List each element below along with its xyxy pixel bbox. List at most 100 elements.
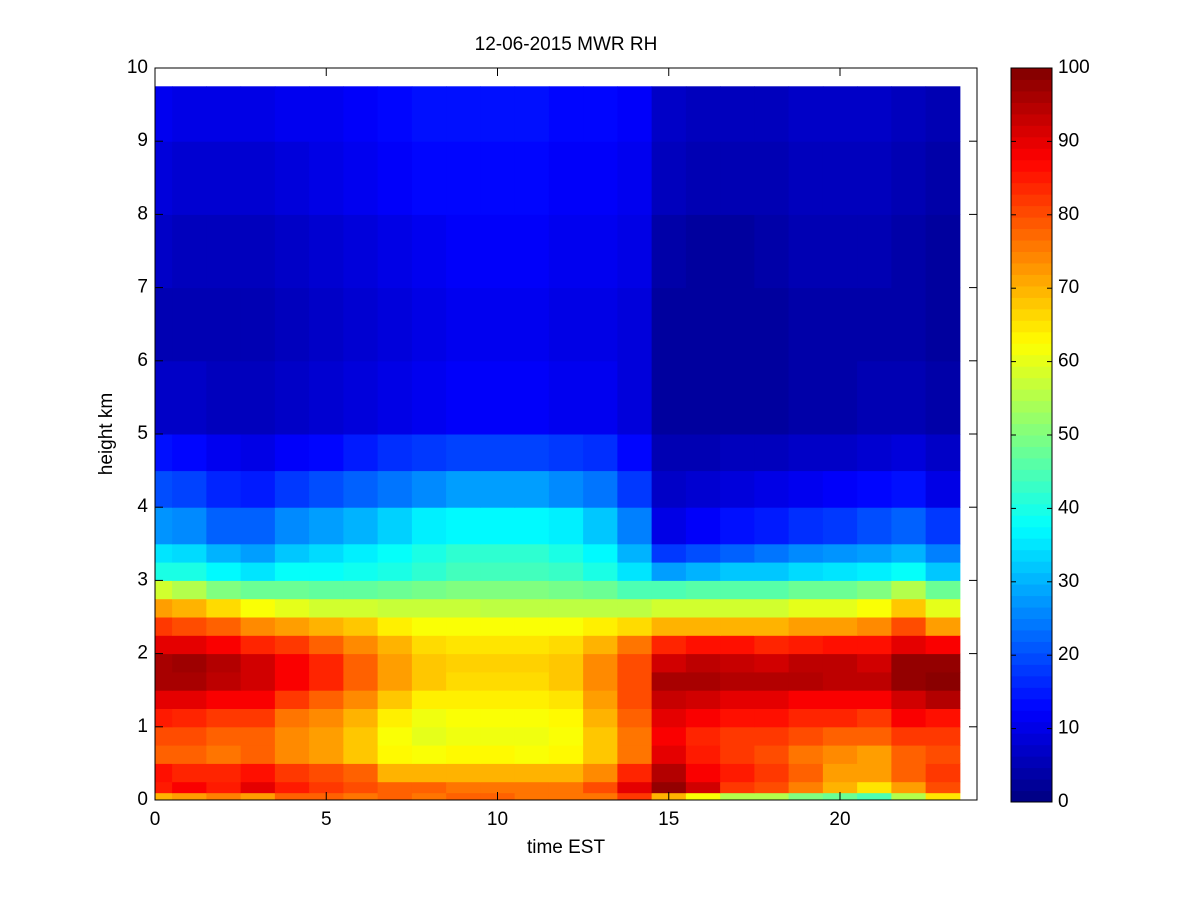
heatmap-cell — [891, 360, 927, 435]
heatmap-cell — [720, 617, 755, 636]
heatmap-cell — [925, 507, 961, 545]
heatmap-cell — [309, 708, 344, 728]
heatmap-cell — [343, 543, 379, 563]
heatmap-cell — [891, 792, 927, 801]
colorbar-swatch — [1011, 331, 1052, 344]
heatmap-cell — [617, 792, 653, 801]
x-tick-label: 5 — [321, 809, 332, 830]
heatmap-cell — [857, 653, 892, 673]
heatmap-cell — [446, 690, 481, 709]
heatmap-cell — [925, 745, 961, 764]
heatmap-cell — [754, 214, 790, 289]
heatmap-cell — [514, 617, 550, 636]
colorbar-swatch — [1011, 503, 1052, 516]
colorbar-swatch — [1011, 572, 1052, 585]
heatmap-cell — [274, 86, 310, 142]
heatmap-cell — [480, 214, 516, 289]
heatmap-cell — [155, 543, 173, 563]
colorbar-swatch — [1011, 710, 1052, 723]
heatmap-cell — [172, 562, 207, 581]
heatmap-cell — [274, 635, 310, 655]
heatmap-cell — [754, 792, 790, 801]
colorbar-swatch — [1011, 228, 1052, 241]
heatmap-cell — [788, 580, 824, 600]
heatmap-cell — [754, 141, 790, 215]
heatmap-cell — [651, 287, 687, 362]
heatmap-cell — [172, 635, 207, 655]
heatmap-cell — [583, 141, 618, 215]
heatmap-cell — [480, 562, 516, 581]
heatmap-cell — [925, 141, 961, 215]
heatmap-cell — [309, 287, 344, 362]
heatmap-cell — [685, 726, 721, 746]
heatmap-cell — [788, 598, 824, 618]
x-axis-label: time EST — [527, 837, 606, 858]
heatmap-cell — [548, 745, 584, 764]
heatmap-cell — [480, 690, 516, 709]
heatmap-cell — [685, 617, 721, 636]
heatmap-cell — [925, 792, 961, 801]
heatmap-cell — [651, 360, 687, 435]
heatmap-cell — [172, 781, 207, 794]
heatmap-cell — [925, 434, 961, 472]
heatmap-cell — [240, 141, 276, 215]
heatmap-cell — [274, 763, 310, 783]
heatmap-cell — [754, 726, 790, 746]
heatmap-cell — [240, 214, 276, 289]
heatmap-cell — [446, 470, 481, 508]
heatmap-cell — [788, 792, 824, 801]
heatmap-cell — [822, 763, 858, 783]
heatmap-cell — [925, 214, 961, 289]
heatmap-cell — [514, 792, 550, 801]
heatmap-cell — [685, 708, 721, 728]
heatmap-cell — [822, 507, 858, 545]
colorbar-swatch — [1011, 320, 1052, 333]
heatmap-cell — [857, 781, 892, 794]
heatmap-cell — [155, 562, 173, 581]
heatmap-cell — [857, 507, 892, 545]
heatmap-cell — [857, 635, 892, 655]
heatmap-cell — [343, 635, 379, 655]
heatmap-cell — [891, 763, 927, 783]
heatmap-cell — [925, 470, 961, 508]
heatmap-cell — [891, 635, 927, 655]
colorbar-swatch — [1011, 182, 1052, 195]
heatmap-cell — [309, 543, 344, 563]
heatmap-cell — [754, 360, 790, 435]
heatmap-cell — [411, 708, 447, 728]
heatmap-cell — [754, 543, 790, 563]
heatmap-cell — [548, 141, 584, 215]
heatmap-cell — [583, 86, 618, 142]
heatmap-cell — [754, 507, 790, 545]
heatmap-cell — [857, 214, 892, 289]
heatmap-cell — [411, 671, 447, 691]
heatmap-cell — [172, 214, 207, 289]
heatmap-cell — [857, 86, 892, 142]
heatmap-cell — [514, 653, 550, 673]
heatmap-cell — [925, 690, 961, 709]
heatmap-cell — [240, 434, 276, 472]
heatmap-cell — [411, 470, 447, 508]
heatmap-cell — [480, 543, 516, 563]
heatmap-cell — [446, 434, 481, 472]
heatmap-cell — [583, 360, 618, 435]
heatmap-cell — [822, 360, 858, 435]
heatmap-cell — [309, 562, 344, 581]
heatmap-cell — [514, 781, 550, 794]
colorbar-swatch — [1011, 102, 1052, 115]
heatmap-cell — [788, 708, 824, 728]
heatmap-cell — [788, 635, 824, 655]
heatmap-cell — [583, 562, 618, 581]
heatmap-cell — [720, 726, 755, 746]
colorbar-swatch — [1011, 561, 1052, 574]
heatmap-cell — [274, 434, 310, 472]
heatmap-cell — [377, 708, 413, 728]
heatmap-cell — [685, 745, 721, 764]
heatmap-cell — [583, 543, 618, 563]
heatmap-cell — [857, 580, 892, 600]
heatmap-cell — [240, 86, 276, 142]
heatmap-cell — [343, 287, 379, 362]
heatmap-cell — [891, 671, 927, 691]
heatmap-cell — [240, 543, 276, 563]
heatmap-cell — [206, 470, 242, 508]
